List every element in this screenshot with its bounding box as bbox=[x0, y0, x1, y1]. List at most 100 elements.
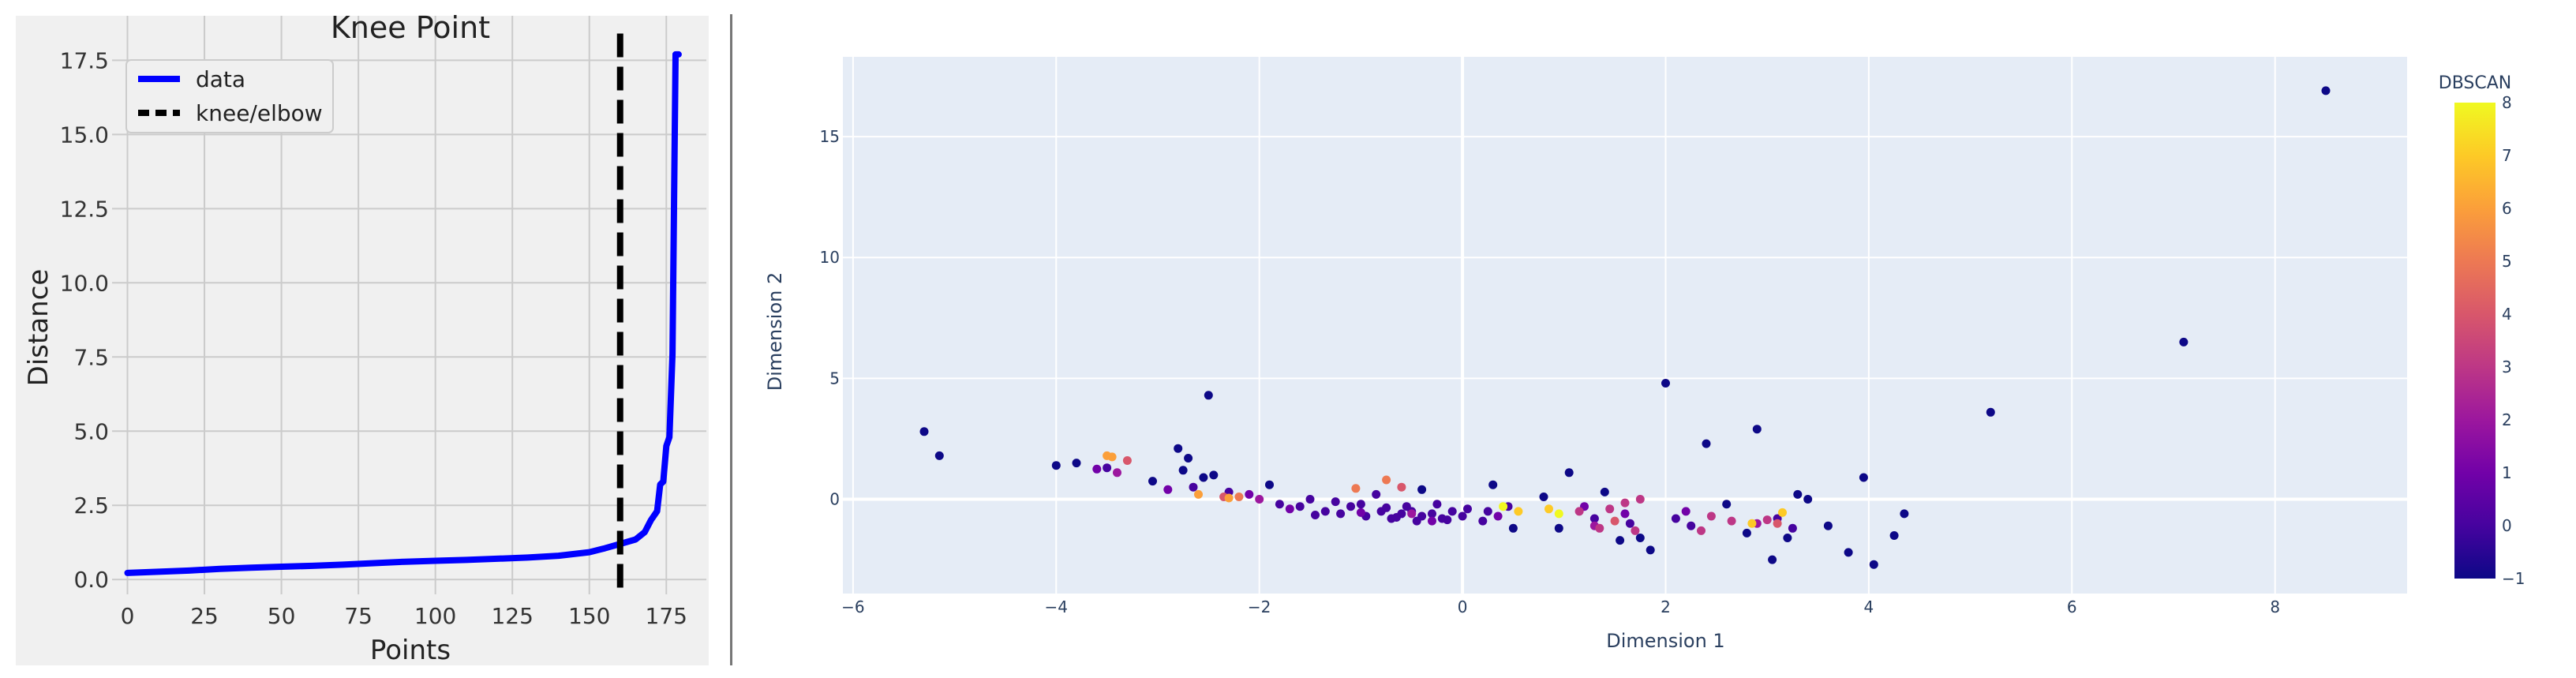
scatter-point bbox=[1722, 500, 1732, 509]
scatter-point bbox=[1625, 519, 1634, 528]
scatter-point bbox=[1382, 503, 1391, 512]
scatter-point bbox=[1356, 500, 1365, 509]
y-tick-label: 7.5 bbox=[73, 344, 109, 370]
scatter-point bbox=[919, 427, 929, 436]
colorbar-tick-label: 5 bbox=[2502, 252, 2512, 271]
x-tick-label: 25 bbox=[190, 603, 219, 629]
scatter-point bbox=[1224, 493, 1234, 503]
scatter-point bbox=[1742, 528, 1751, 538]
knee-chart-title: Knee Point bbox=[331, 10, 490, 45]
scatter-point bbox=[1778, 508, 1787, 517]
scatter-point bbox=[1382, 475, 1391, 485]
scatter-point bbox=[1620, 498, 1630, 508]
y-tick-label: 12.5 bbox=[60, 196, 109, 222]
y-tick-label: 0 bbox=[829, 490, 840, 509]
scatter-point bbox=[2321, 86, 2331, 96]
scatter-point bbox=[1661, 379, 1670, 388]
scatter-y-axis-label: Dimension 2 bbox=[764, 272, 786, 391]
x-tick-label: 2 bbox=[1661, 597, 1671, 616]
scatter-point bbox=[1463, 504, 1472, 514]
scatter-point bbox=[1184, 454, 1193, 463]
scatter-point bbox=[1508, 523, 1518, 533]
scatter-point bbox=[1631, 526, 1640, 535]
scatter-point bbox=[1595, 523, 1604, 533]
y-tick-label: 2.5 bbox=[73, 493, 109, 519]
scatter-point bbox=[1199, 473, 1208, 482]
scatter-point bbox=[1859, 473, 1868, 482]
scatter-point bbox=[1635, 534, 1645, 542]
y-tick-label: 0.0 bbox=[73, 567, 109, 593]
knee-y-axis-label: Distance bbox=[23, 269, 54, 387]
y-tick-label: 10 bbox=[820, 248, 840, 267]
scatter-point bbox=[1397, 482, 1406, 492]
scatter-point bbox=[1514, 507, 1523, 516]
scatter-point bbox=[1245, 489, 1254, 499]
scatter-point bbox=[1783, 534, 1792, 542]
scatter-point bbox=[1635, 495, 1645, 504]
scatter-point bbox=[1356, 508, 1365, 517]
scatter-point bbox=[934, 451, 944, 460]
scatter-point bbox=[1346, 502, 1355, 511]
scatter-point bbox=[1113, 468, 1121, 478]
x-tick-label: −4 bbox=[1045, 597, 1068, 616]
scatter-point bbox=[1823, 521, 1833, 530]
colorbar-tick-label: 4 bbox=[2502, 305, 2512, 324]
legend-knee-label: knee/elbow bbox=[196, 100, 323, 126]
scatter-point bbox=[1554, 523, 1563, 533]
scatter-point bbox=[1320, 507, 1330, 516]
scatter-point bbox=[2179, 337, 2188, 346]
scatter-point bbox=[1432, 500, 1442, 509]
x-tick-label: 175 bbox=[646, 603, 687, 629]
scatter-point bbox=[1681, 507, 1690, 516]
scatter-point bbox=[1762, 515, 1772, 525]
scatter-point bbox=[1687, 521, 1696, 530]
x-tick-label: −6 bbox=[841, 597, 864, 616]
scatter-point bbox=[1391, 513, 1401, 522]
scatter-point bbox=[1574, 507, 1584, 516]
scatter-point bbox=[1554, 509, 1563, 519]
scatter-point bbox=[1285, 504, 1294, 514]
scatter-point bbox=[1671, 514, 1680, 523]
scatter-point bbox=[1189, 482, 1198, 492]
scatter-point bbox=[1103, 463, 1112, 473]
x-tick-label: 75 bbox=[344, 603, 373, 629]
scatter-point bbox=[1620, 509, 1630, 519]
scatter-point bbox=[1889, 531, 1899, 540]
colorbar-tick-label: 2 bbox=[2502, 410, 2512, 429]
x-tick-label: 4 bbox=[1864, 597, 1874, 616]
scatter-point bbox=[1844, 548, 1853, 557]
knee-chart: 0 25 50 75 100 125 150 175 0.0 2.5 5.0 7.5 10.0 12.5 1… bbox=[16, 10, 709, 666]
scatter-point bbox=[1275, 500, 1284, 509]
scatter-point bbox=[1428, 509, 1436, 519]
scatter-point bbox=[1351, 484, 1361, 493]
scatter-point bbox=[1727, 516, 1736, 526]
scatter-point bbox=[1478, 516, 1488, 526]
knee-data-line bbox=[124, 51, 682, 576]
x-tick-label: 50 bbox=[268, 603, 296, 629]
scatter-point bbox=[1483, 507, 1492, 516]
colorbar-title: DBSCAN bbox=[2439, 73, 2511, 93]
scatter-point bbox=[1803, 495, 1813, 504]
x-tick-label: 125 bbox=[491, 603, 533, 629]
scatter-point bbox=[1331, 497, 1340, 507]
scatter-point bbox=[1295, 502, 1305, 511]
scatter-point bbox=[1646, 545, 1655, 555]
scatter-point bbox=[1209, 470, 1219, 480]
scatter-point bbox=[1544, 504, 1553, 514]
scatter-point bbox=[1417, 485, 1427, 494]
scatter-point bbox=[1493, 511, 1503, 521]
scatter-point bbox=[1148, 477, 1157, 486]
y-tick-label: 17.5 bbox=[60, 47, 109, 73]
x-tick-label: −2 bbox=[1248, 597, 1271, 616]
scatter-point bbox=[1488, 480, 1498, 489]
scatter-point bbox=[1072, 459, 1081, 468]
scatter-point bbox=[1447, 507, 1457, 516]
scatter-point bbox=[1773, 519, 1782, 528]
scatter-point bbox=[1311, 511, 1320, 519]
x-tick-label: 8 bbox=[2270, 597, 2280, 616]
colorbar-tick-label: 1 bbox=[2502, 463, 2512, 482]
knee-x-axis-label: Points bbox=[370, 635, 451, 666]
knee-chart-panel: 0 25 50 75 100 125 150 175 0.0 2.5 5.0 7.5 10.0 12.5 1… bbox=[0, 0, 730, 678]
